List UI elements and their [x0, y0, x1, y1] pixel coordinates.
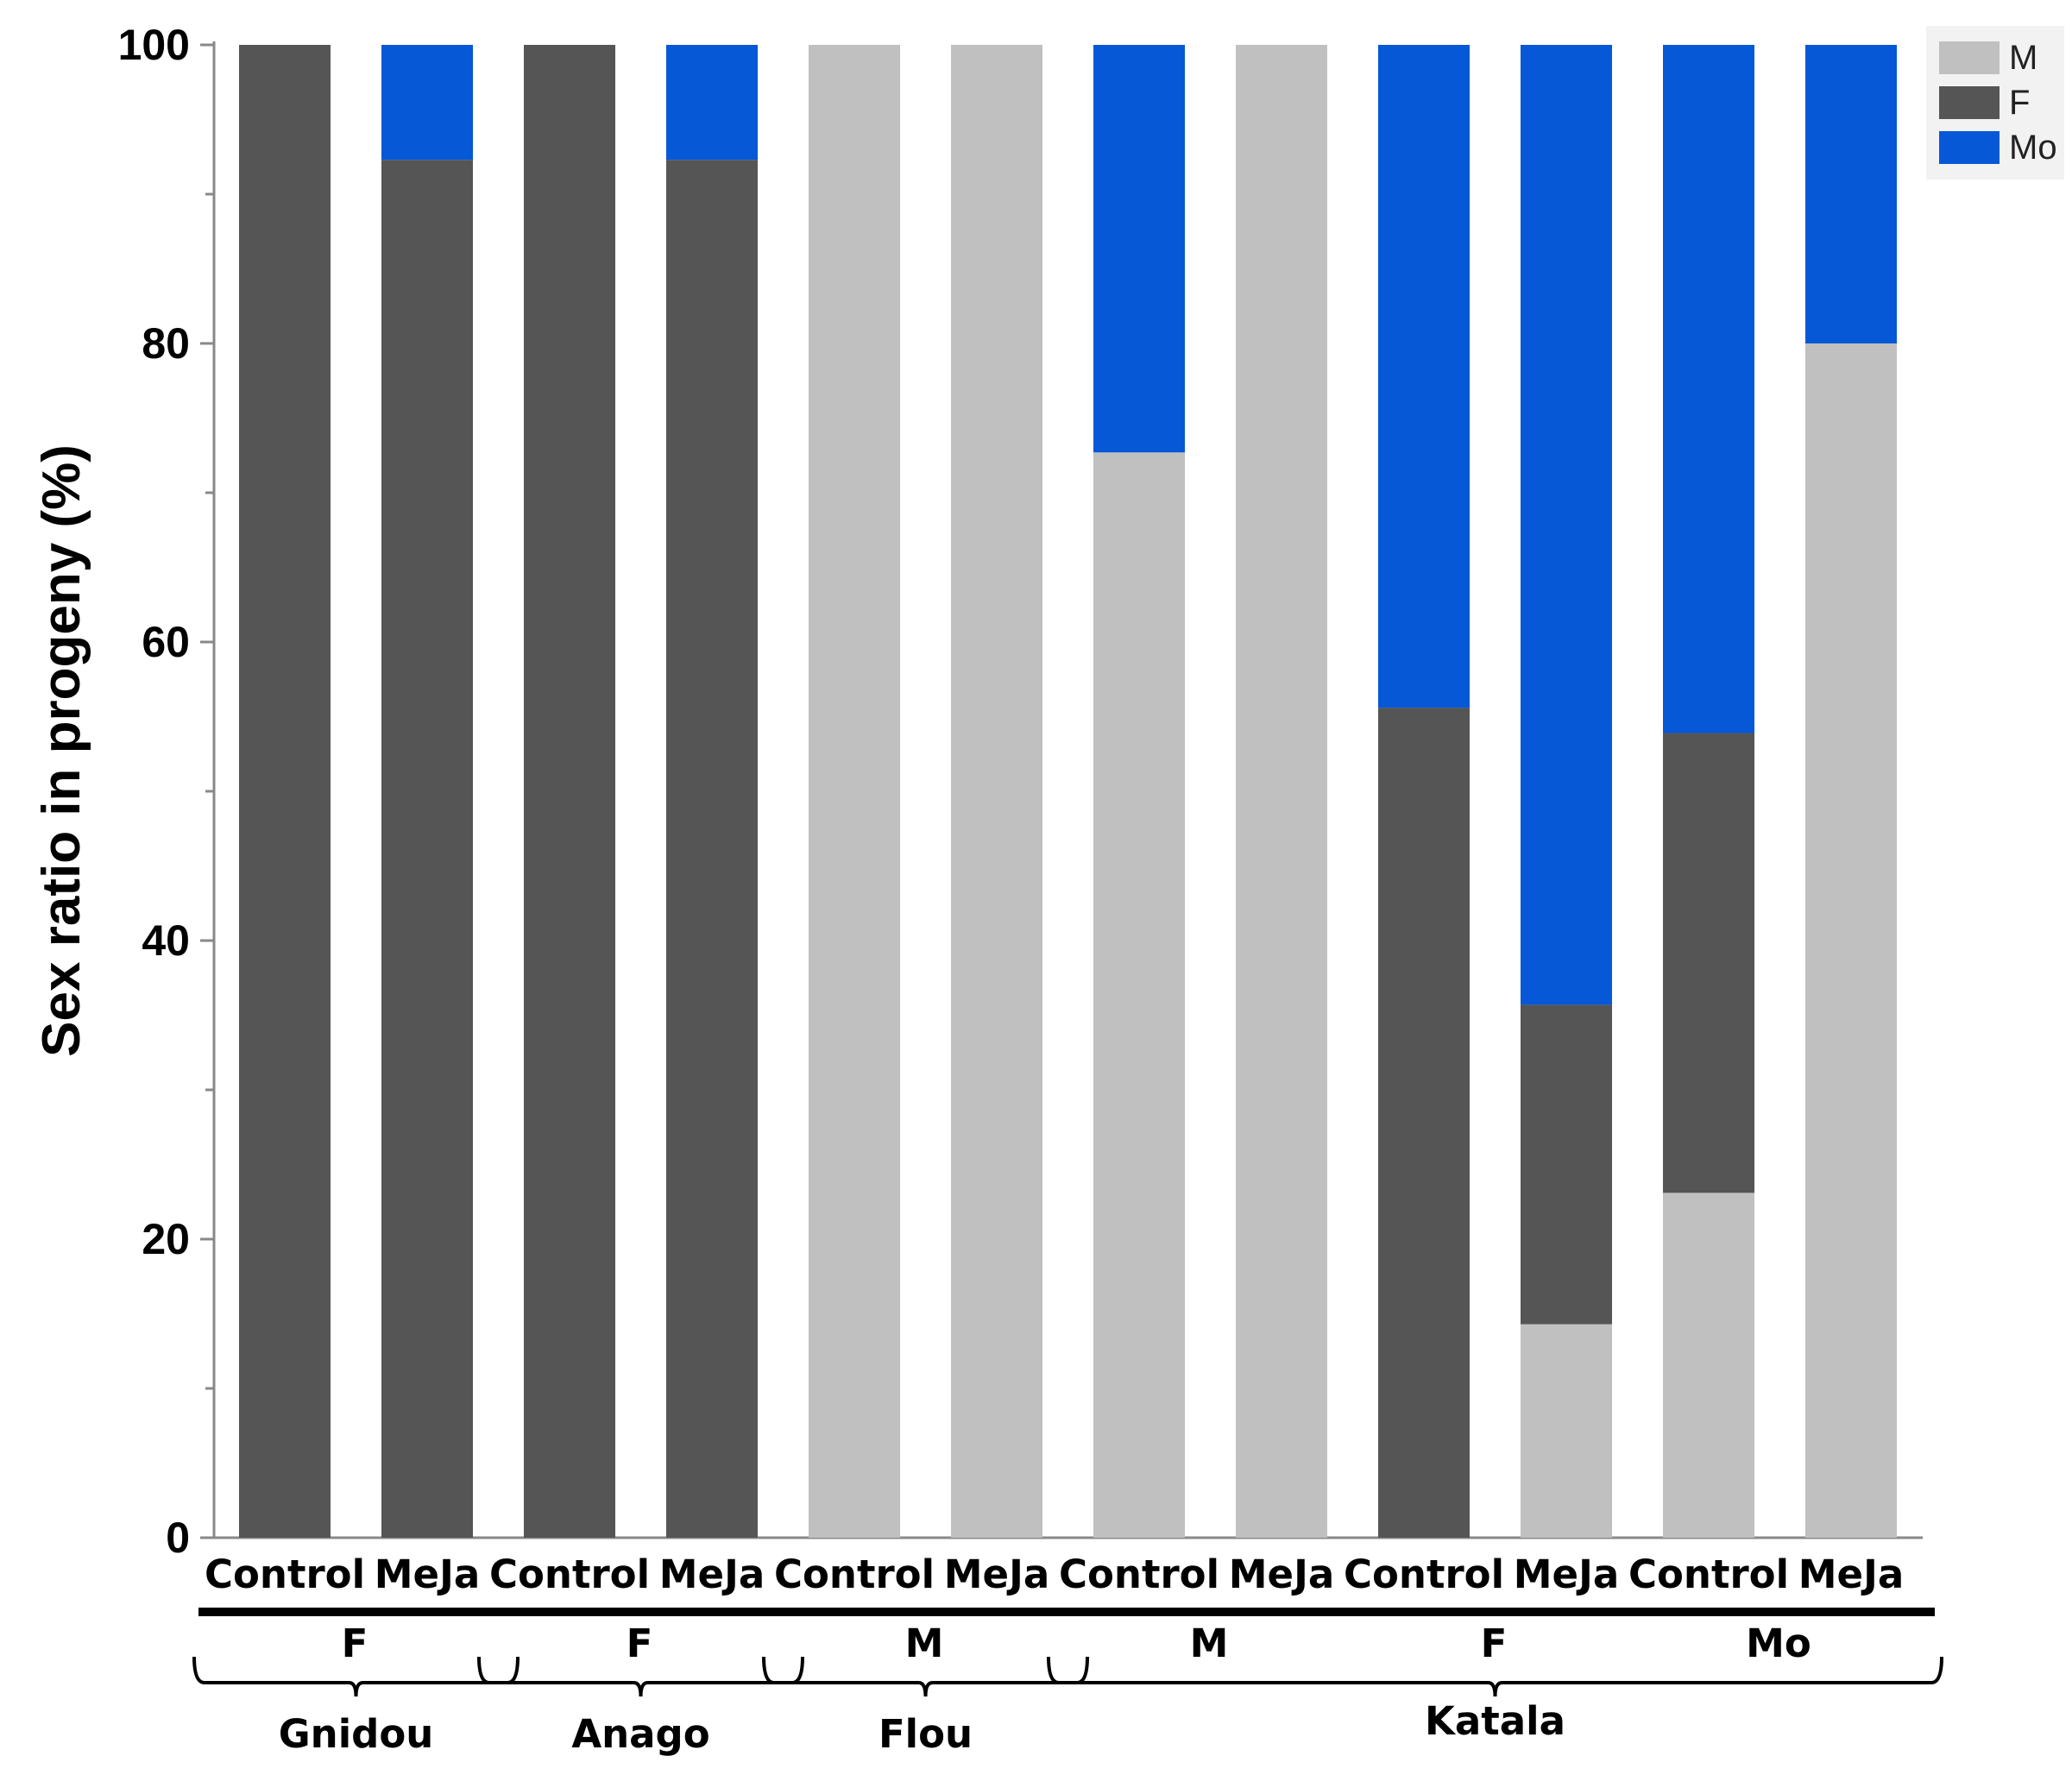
bar-segment-mo — [1378, 45, 1470, 708]
x-tick-label: Control — [1344, 1552, 1504, 1597]
bars — [239, 45, 1897, 1539]
bar-segment-m — [1521, 1324, 1612, 1538]
legend-label-mo: Mo — [2009, 129, 2057, 167]
legend-swatch-f — [1939, 86, 2000, 119]
x-axis: Control MeJa Control MeJa Control MeJa Control… — [205, 1552, 1904, 1597]
bar-segment-m — [1805, 343, 1897, 1538]
x-tick-label: MeJa — [1229, 1552, 1334, 1597]
bar-segment-m — [1663, 1193, 1754, 1538]
y-tick-label: 60 — [142, 618, 190, 666]
x-tick-label: Control — [774, 1552, 935, 1597]
parent-group-label: Mo — [1746, 1621, 1811, 1666]
x-tick-label: MeJa — [1798, 1552, 1904, 1597]
variety-label: Flou — [879, 1711, 973, 1757]
y-tick-label: 0 — [166, 1514, 190, 1562]
legend-swatch-m — [1939, 41, 2000, 74]
x-tick-label: MeJa — [375, 1552, 480, 1597]
bar-segment-f — [239, 45, 331, 1538]
parent-group-label: F — [1481, 1621, 1508, 1666]
x-tick-label: MeJa — [944, 1552, 1049, 1597]
y-tick-label: 40 — [142, 916, 190, 965]
x-tick-label: Control — [1628, 1552, 1789, 1597]
bar-segment-mo — [1521, 45, 1612, 1005]
bar-segment-f — [666, 160, 758, 1539]
parent-group-label: M — [1190, 1621, 1229, 1666]
bar-segment-m — [951, 45, 1042, 1538]
bar-segment-mo — [666, 45, 758, 161]
bar-segment-mo — [381, 45, 473, 161]
bar-segment-m — [1236, 45, 1327, 1538]
legend-swatch-mo — [1939, 131, 2000, 164]
bar-segment-f — [524, 45, 615, 1538]
variety-label: Katala — [1425, 1698, 1565, 1744]
y-axis-label: Sex ratio in progeny (%) — [32, 444, 91, 1057]
y-tick-label: 100 — [118, 21, 190, 69]
x-tick-label: Control — [489, 1552, 650, 1597]
legend: MF Mo — [1926, 26, 2064, 179]
group-annotations: F F M M F Mo Gnidou Anago Flou Katala — [192, 1608, 1943, 1757]
y-tick-label: 80 — [142, 319, 190, 368]
parent-group-label: F — [627, 1621, 653, 1666]
y-axis: 0 20 40 60 80 100 — [118, 21, 1923, 1562]
bar-segment-mo — [1805, 45, 1897, 343]
variety-brace — [1047, 1656, 1943, 1697]
variety-label: Gnidou — [279, 1711, 434, 1757]
parent-group-label: F — [342, 1621, 368, 1666]
bar-segment-m — [809, 45, 900, 1538]
bar-segment-f — [1521, 1004, 1612, 1325]
parent-group-label: M — [905, 1621, 944, 1666]
legend-label-m: M — [2009, 39, 2037, 77]
bar-segment-f — [1378, 708, 1470, 1538]
x-tick-label: MeJa — [1514, 1552, 1619, 1597]
x-tick-label: Control — [1059, 1552, 1219, 1597]
bar-segment-f — [1663, 733, 1754, 1193]
y-tick-label: 20 — [142, 1215, 190, 1263]
bar-segment-mo — [1093, 45, 1185, 453]
x-tick-label: MeJa — [659, 1552, 765, 1597]
legend-label-f: F — [2009, 84, 2030, 122]
variety-label: Anago — [571, 1711, 709, 1757]
bar-segment-m — [1093, 452, 1185, 1538]
bar-segment-mo — [1663, 45, 1754, 733]
bar-segment-f — [381, 160, 473, 1539]
x-tick-label: Control — [205, 1552, 365, 1597]
